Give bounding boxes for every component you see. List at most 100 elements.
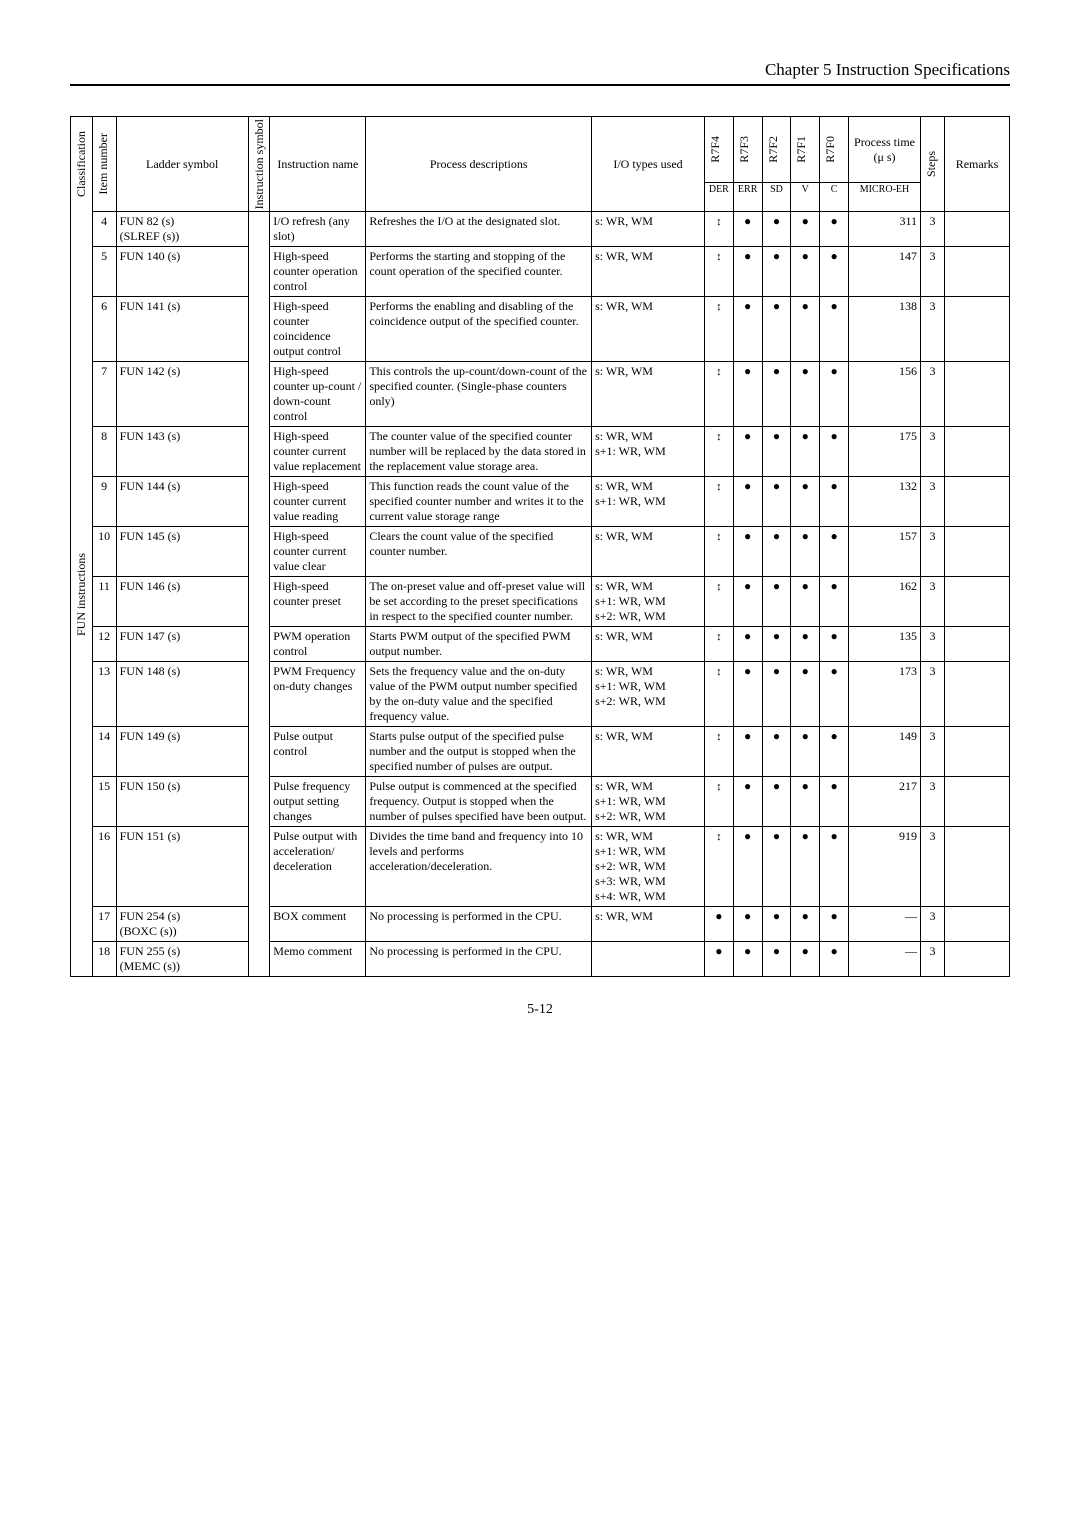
r7f1-cell: ● bbox=[791, 662, 820, 727]
instruction-name: High-speed counter up-count / down-count… bbox=[270, 362, 366, 427]
steps: 3 bbox=[921, 942, 945, 977]
r7f4-cell: ↕ bbox=[704, 362, 733, 427]
r7f4-cell: ↕ bbox=[704, 427, 733, 477]
r7f2-cell: ● bbox=[762, 577, 791, 627]
r7f3-cell: ● bbox=[733, 662, 762, 727]
process-description: Pulse output is commenced at the specifi… bbox=[366, 777, 592, 827]
r7f1-cell: ● bbox=[791, 362, 820, 427]
page-footer: 5-12 bbox=[70, 1002, 1010, 1018]
r7f4-cell: ↕ bbox=[704, 577, 733, 627]
table-row: 15FUN 150 (s)Pulse frequency output sett… bbox=[71, 777, 1010, 827]
table-row: 10FUN 145 (s)High-speed counter current … bbox=[71, 527, 1010, 577]
r7f1-cell: ● bbox=[791, 477, 820, 527]
instruction-name: High-speed counter operation control bbox=[270, 247, 366, 297]
process-time: 149 bbox=[849, 727, 921, 777]
item-number: 5 bbox=[92, 247, 116, 297]
r7f0-cell: ● bbox=[820, 577, 849, 627]
item-number: 9 bbox=[92, 477, 116, 527]
process-description: The counter value of the specified count… bbox=[366, 427, 592, 477]
table-row: 7FUN 142 (s)High-speed counter up-count … bbox=[71, 362, 1010, 427]
instruction-name: PWM operation control bbox=[270, 627, 366, 662]
table-row: FUN instructions4FUN 82 (s)(SLREF (s))I/… bbox=[71, 212, 1010, 247]
r7f3-cell: ● bbox=[733, 212, 762, 247]
process-time: 156 bbox=[849, 362, 921, 427]
r7f1-cell: ● bbox=[791, 527, 820, 577]
r7f0-cell: ● bbox=[820, 362, 849, 427]
r7f2-cell: ● bbox=[762, 907, 791, 942]
r7f4-cell: ↕ bbox=[704, 527, 733, 577]
process-time: 175 bbox=[849, 427, 921, 477]
io-types: s: WR, WM bbox=[592, 212, 705, 247]
classification-label: FUN instructions bbox=[74, 553, 89, 636]
table-row: 6FUN 141 (s)High-speed counter coinciden… bbox=[71, 297, 1010, 362]
process-description: Sets the frequency value and the on-duty… bbox=[366, 662, 592, 727]
r7f0-cell: ● bbox=[820, 527, 849, 577]
ladder-symbol: FUN 148 (s) bbox=[116, 662, 248, 727]
process-time: 217 bbox=[849, 777, 921, 827]
table-row: 17FUN 254 (s)(BOXC (s))BOX commentNo pro… bbox=[71, 907, 1010, 942]
remarks bbox=[945, 577, 1010, 627]
io-types: s: WR, WMs+1: WR, WMs+2: WR, WM bbox=[592, 662, 705, 727]
table-row: 11FUN 146 (s)High-speed counter presetTh… bbox=[71, 577, 1010, 627]
item-number: 12 bbox=[92, 627, 116, 662]
r7f1-cell: ● bbox=[791, 727, 820, 777]
col-process-time: Process time (μ s) bbox=[849, 117, 921, 183]
r7f1-cell: ● bbox=[791, 577, 820, 627]
r7f0-cell: ● bbox=[820, 777, 849, 827]
instruction-name: High-speed counter preset bbox=[270, 577, 366, 627]
item-number: 11 bbox=[92, 577, 116, 627]
instruction-name: High-speed counter current value reading bbox=[270, 477, 366, 527]
io-types: s: WR, WMs+1: WR, WMs+2: WR, WM bbox=[592, 577, 705, 627]
process-description: Performs the starting and stopping of th… bbox=[366, 247, 592, 297]
process-description: No processing is performed in the CPU. bbox=[366, 907, 592, 942]
col-r7f2: R7F2 bbox=[766, 136, 781, 163]
r7f4-cell: ↕ bbox=[704, 247, 733, 297]
table-header: Classification Item number Ladder symbol… bbox=[71, 117, 1010, 212]
ladder-symbol: FUN 82 (s)(SLREF (s)) bbox=[116, 212, 248, 247]
r7f1-cell: ● bbox=[791, 247, 820, 297]
table-row: 9FUN 144 (s)High-speed counter current v… bbox=[71, 477, 1010, 527]
ladder-symbol: FUN 255 (s)(MEMC (s)) bbox=[116, 942, 248, 977]
ladder-symbol: FUN 142 (s) bbox=[116, 362, 248, 427]
item-number: 18 bbox=[92, 942, 116, 977]
r7f2-cell: ● bbox=[762, 942, 791, 977]
col-ladder: Ladder symbol bbox=[116, 117, 248, 212]
r7f4-cell: ● bbox=[704, 907, 733, 942]
r7f1-cell: ● bbox=[791, 297, 820, 362]
item-number: 6 bbox=[92, 297, 116, 362]
r7f0-cell: ● bbox=[820, 212, 849, 247]
r7f0-cell: ● bbox=[820, 297, 849, 362]
r7f1-cell: ● bbox=[791, 627, 820, 662]
col-steps: Steps bbox=[924, 151, 939, 177]
remarks bbox=[945, 777, 1010, 827]
r7f4-cell: ↕ bbox=[704, 827, 733, 907]
table-row: 13FUN 148 (s)PWM Frequency on-duty chang… bbox=[71, 662, 1010, 727]
r7f2-cell: ● bbox=[762, 662, 791, 727]
process-time: 162 bbox=[849, 577, 921, 627]
process-time: 147 bbox=[849, 247, 921, 297]
table-row: 14FUN 149 (s)Pulse output controlStarts … bbox=[71, 727, 1010, 777]
sub-microeh: MICRO-EH bbox=[849, 183, 921, 212]
remarks bbox=[945, 527, 1010, 577]
r7f3-cell: ● bbox=[733, 627, 762, 662]
r7f2-cell: ● bbox=[762, 212, 791, 247]
r7f3-cell: ● bbox=[733, 577, 762, 627]
instruction-name: Pulse output with acceleration/ decelera… bbox=[270, 827, 366, 907]
col-inst-name: Instruction name bbox=[270, 117, 366, 212]
remarks bbox=[945, 627, 1010, 662]
sub-der: DER bbox=[704, 183, 733, 212]
r7f4-cell: ↕ bbox=[704, 212, 733, 247]
process-time: — bbox=[849, 942, 921, 977]
remarks bbox=[945, 427, 1010, 477]
remarks bbox=[945, 297, 1010, 362]
item-number: 16 bbox=[92, 827, 116, 907]
steps: 3 bbox=[921, 907, 945, 942]
r7f1-cell: ● bbox=[791, 827, 820, 907]
item-number: 4 bbox=[92, 212, 116, 247]
table-row: 8FUN 143 (s)High-speed counter current v… bbox=[71, 427, 1010, 477]
process-time: 157 bbox=[849, 527, 921, 577]
r7f1-cell: ● bbox=[791, 777, 820, 827]
io-types: s: WR, WM bbox=[592, 297, 705, 362]
remarks bbox=[945, 212, 1010, 247]
r7f0-cell: ● bbox=[820, 827, 849, 907]
